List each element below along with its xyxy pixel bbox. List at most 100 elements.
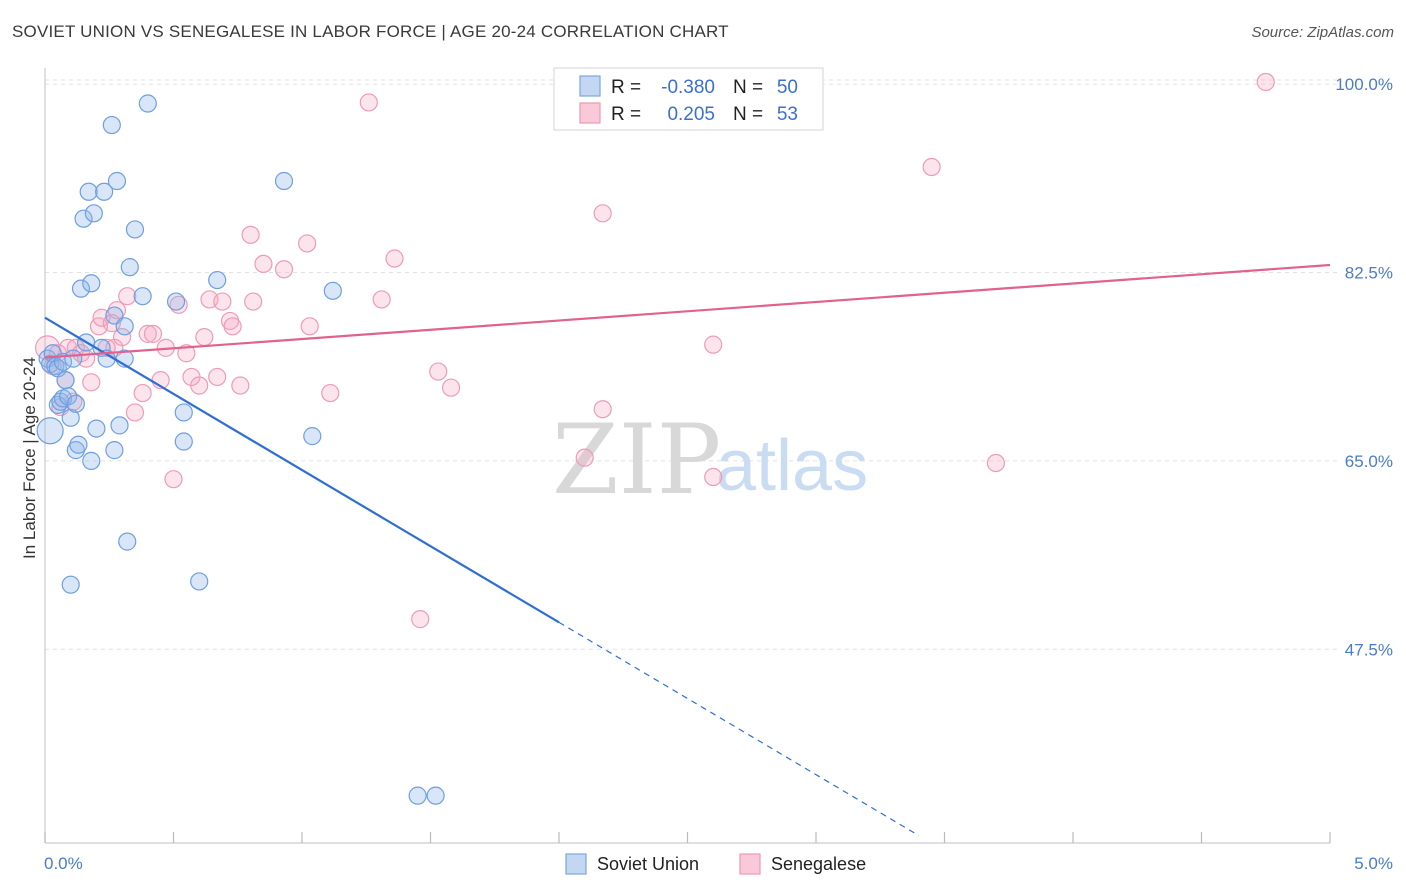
trend-lines [44,263,1331,837]
soviet-union-point [208,270,227,290]
soviet-union-point [84,204,103,223]
senegalese-point [1256,72,1275,92]
soviet-union-trend-extension [558,621,920,837]
y-axis-title: In Labor Force | Age 20-24 [20,357,39,559]
legend-r-label-1: R = [611,77,641,98]
soviet-union-point [323,281,342,300]
soviet-union-point [115,317,134,336]
senegalese-point [177,344,196,363]
bottom-legend-label-senegalese: Senegalese [771,854,866,874]
senegalese-point [195,327,214,347]
soviet-union-point [174,432,193,451]
senegalese-points [34,72,1275,629]
soviet-union-point [125,220,145,239]
senegalese-point [411,610,430,629]
soviet-union-point [110,416,129,435]
senegalese-point [274,260,294,279]
senegalese-point [704,335,723,354]
bottom-legend-label-soviet: Soviet Union [597,854,699,874]
senegalese-point [429,362,448,381]
soviet-union-point [190,572,209,591]
senegalese-point [593,400,612,419]
soviet-union-point [107,171,127,191]
soviet-union-point [426,786,445,805]
watermark-atlas: atlas [716,426,868,506]
watermark-zip: ZIP [552,404,721,516]
senegalese-point [231,376,250,395]
soviet-union-point [82,274,101,293]
senegalese-point [254,254,273,274]
chart-title: SOVIET UNION VS SENEGALESE IN LABOR FORC… [12,22,729,41]
bottom-legend-swatch-senegalese [739,853,761,875]
legend-r-value-senegalese: 0.205 [667,104,715,125]
senegalese-point [441,378,461,397]
legend-n-value-soviet: 50 [777,77,798,98]
senegalese-point [298,234,317,253]
gridlines [45,79,1338,650]
soviet-union-point [138,94,157,113]
soviet-union-point [105,441,124,460]
soviet-union-point [87,419,106,438]
legend-n-value-senegalese: 53 [777,104,798,125]
senegalese-point [922,157,941,177]
legend-n-label-2: N = [733,104,763,125]
soviet-union-point [118,532,137,551]
senegalese-point [143,324,163,343]
soviet-union-point [79,182,98,201]
senegalese-point [704,467,723,487]
senegalese-point [321,383,340,403]
soviet-union-point [408,786,427,805]
soviet-union-point [66,394,85,413]
y-tick-label: 65.0% [1345,452,1393,471]
soviet-union-point [102,115,121,135]
senegalese-point [133,383,152,403]
soviet-union-point [133,287,152,306]
x-tick-label-min: 0.0% [44,854,83,873]
senegalese-point [593,204,612,223]
soviet-union-point [69,435,88,454]
soviet-union-point [95,182,114,201]
y-tick-label: 82.5% [1345,264,1393,283]
soviet-union-point [274,171,294,191]
senegalese-point [213,292,232,311]
soviet-union-point [59,387,78,406]
watermark: ZIP atlas [552,404,868,516]
series-legend: Soviet Union Senegalese [565,853,866,875]
soviet-union-point [303,427,322,446]
senegalese-point [125,403,145,422]
soviet-union-point [61,408,80,427]
legend-n-label-1: N = [733,77,763,98]
soviet-union-point [36,417,64,445]
senegalese-point [112,327,132,347]
soviet-union-point [166,292,186,311]
y-tick-label: 47.5% [1345,640,1393,659]
soviet-union-point [74,209,93,228]
x-ticks [44,832,1331,843]
senegalese-point [138,324,157,343]
senegalese-point [169,295,188,314]
senegalese-point [986,453,1006,473]
soviet-union-trend-line [44,316,560,624]
soviet-union-point [56,371,75,390]
soviet-union-points [36,94,445,805]
senegalese-point [82,373,101,392]
legend-r-label-2: R = [611,104,641,125]
source-credit: Source: ZipAtlas.com [1251,24,1394,41]
legend-r-value-soviet: -0.380 [661,77,715,98]
soviet-union-point [82,451,101,470]
correlation-legend: R = -0.380 N = 50 R = 0.205 N = 53 [553,67,824,131]
senegalese-point [244,292,263,311]
senegalese-point [208,367,227,387]
soviet-union-point [61,575,80,594]
y-tick-label: 100.0% [1335,75,1393,94]
senegalese-point [118,287,137,306]
soviet-union-point [174,403,193,422]
senegalese-point [190,376,209,395]
senegalese-point [385,249,404,268]
soviet-union-point [120,258,139,277]
senegalese-point [164,470,183,489]
soviet-union-point [71,279,91,298]
x-tick-label-max: 5.0% [1354,854,1393,873]
y-tick-labels: 47.5% 65.0% 82.5% 100.0% [1335,75,1393,659]
senegalese-point [241,225,260,244]
